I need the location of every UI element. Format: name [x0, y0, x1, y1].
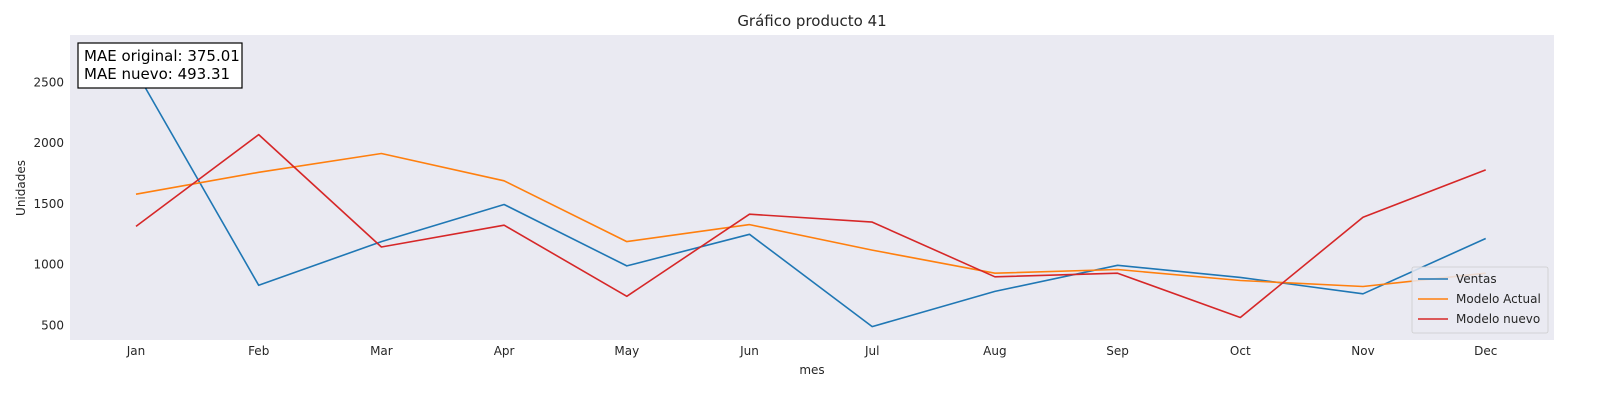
x-tick-mar: Mar	[370, 344, 393, 358]
legend-box	[1411, 266, 1549, 334]
x-tick-aug: Aug	[983, 344, 1006, 358]
legend-label-modelo-actual: Modelo Actual	[1456, 292, 1541, 306]
legend: Ventas Modelo Actual Modelo nuevo	[1411, 266, 1549, 334]
x-tick-dec: Dec	[1474, 344, 1497, 358]
x-tick-jun: Jun	[739, 344, 759, 358]
x-tick-oct: Oct	[1230, 344, 1251, 358]
series-line-modelo-actual	[135, 152, 1486, 288]
x-axis-label: mes	[799, 363, 824, 377]
series-line-ventas	[135, 71, 1487, 328]
mae-annotation: MAE original: 375.01 MAE nuevo: 493.31	[77, 42, 243, 89]
annotation-box	[77, 42, 243, 89]
y-tick-2500: 2500	[33, 75, 64, 89]
y-tick-2000: 2000	[33, 136, 64, 150]
x-tick-nov: Nov	[1351, 344, 1374, 358]
x-axis: Jan Feb Mar Apr May Jun Jul Aug Sep Oct Nov Dec	[126, 344, 1498, 358]
legend-label-modelo-nuevo: Modelo nuevo	[1456, 312, 1540, 326]
y-axis-label: Unidades	[14, 160, 28, 216]
series-layer	[135, 71, 1487, 328]
y-axis: 500 1000 1500 2000 2500	[33, 75, 64, 332]
chart-title: Gráfico producto 41	[737, 12, 886, 30]
y-tick-1500: 1500	[33, 197, 64, 211]
x-tick-feb: Feb	[248, 344, 269, 358]
plot-area	[70, 35, 1554, 340]
annotation-line-mae-original: MAE original: 375.01	[84, 47, 240, 65]
x-tick-sep: Sep	[1106, 344, 1129, 358]
series-line-modelo-nuevo	[135, 133, 1486, 319]
x-tick-apr: Apr	[494, 344, 515, 358]
x-tick-jan: Jan	[126, 344, 146, 358]
x-tick-jul: Jul	[864, 344, 879, 358]
y-tick-500: 500	[41, 318, 64, 332]
legend-label-ventas: Ventas	[1456, 272, 1497, 286]
annotation-line-mae-nuevo: MAE nuevo: 493.31	[84, 65, 230, 83]
x-tick-may: May	[614, 344, 639, 358]
y-tick-1000: 1000	[33, 258, 64, 272]
